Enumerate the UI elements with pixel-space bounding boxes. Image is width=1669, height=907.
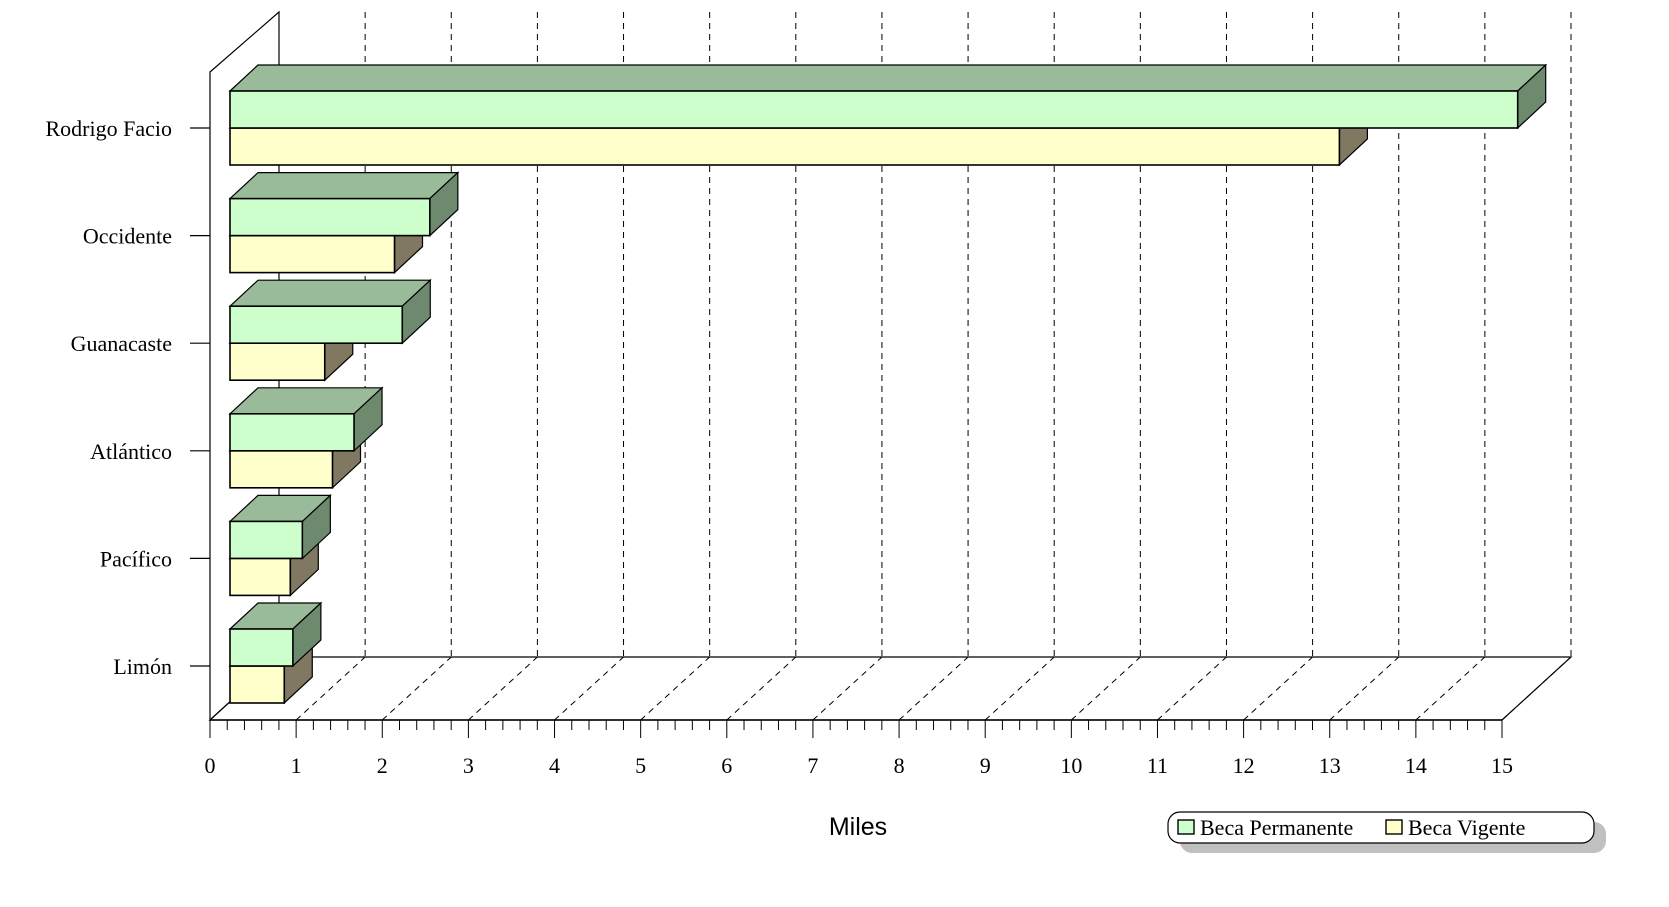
- x-tick-label: 0: [205, 753, 216, 778]
- bar-front-face: [229, 520, 304, 560]
- legend-swatch-beca-permanente: [1177, 819, 1195, 835]
- bar-front-face: [229, 628, 294, 667]
- bar-front-face: [229, 449, 334, 489]
- grid-line-floor: [1415, 656, 1486, 721]
- x-tick-label: 9: [980, 753, 991, 778]
- grid-line-floor: [468, 656, 538, 721]
- bars: [228, 63, 1548, 705]
- bar-front-face: [229, 197, 431, 237]
- back-wall: [279, 12, 1571, 657]
- bar-beca-permanente: [228, 494, 332, 560]
- legend-label: Beca Vigente: [1408, 815, 1525, 840]
- bar-beca-permanente: [228, 171, 460, 237]
- axes: [190, 127, 1503, 738]
- grid-line-floor: [1501, 656, 1572, 721]
- bar-beca-permanente: [228, 278, 432, 345]
- grid-line-floor: [381, 656, 452, 721]
- grid-line-floor: [984, 656, 1055, 721]
- x-tick-label: 13: [1319, 753, 1341, 778]
- bar-beca-permanente: [228, 601, 323, 668]
- category-label: Limón: [113, 654, 172, 679]
- bar-front-face: [229, 90, 1519, 129]
- x-tick-label: 3: [463, 753, 474, 778]
- legend-box: [1167, 811, 1595, 844]
- category-label: Occidente: [83, 224, 172, 249]
- category-label: Rodrigo Facio: [46, 116, 173, 141]
- x-tick-label: 11: [1147, 753, 1168, 778]
- grid-line-floor: [1243, 656, 1313, 721]
- bar-beca-permanente: [228, 386, 384, 453]
- floor: [208, 656, 1573, 721]
- legend: Beca Permanente Beca Vigente: [1167, 811, 1606, 853]
- bar-front-face: [229, 342, 326, 382]
- x-tick-label: 14: [1405, 753, 1427, 778]
- legend-swatch-beca-vigente: [1385, 819, 1403, 835]
- grid-line-floor: [554, 656, 624, 721]
- grid-line-floor: [295, 656, 366, 721]
- grid-lines: [209, 12, 1572, 721]
- bar-top-face: [228, 64, 1548, 92]
- bar-front-face: [229, 412, 355, 452]
- category-label: Pacífico: [100, 546, 172, 571]
- x-tick-label: 12: [1233, 753, 1255, 778]
- category-label: Atlántico: [90, 439, 172, 464]
- bar-front-face: [229, 557, 292, 597]
- x-tick-label: 15: [1491, 753, 1513, 778]
- x-tick-label: 5: [635, 753, 646, 778]
- legend-label: Beca Permanente: [1200, 815, 1353, 840]
- grid-line-floor: [812, 656, 883, 721]
- bar-top-face: [228, 172, 460, 200]
- x-tick-label: 7: [807, 753, 818, 778]
- x-tick-label: 6: [721, 753, 732, 778]
- bar-front-face: [229, 127, 1341, 166]
- chart-walls: [208, 10, 1573, 722]
- bar-front-face: [229, 665, 286, 704]
- bar-front-face: [229, 234, 396, 274]
- x-axis-label: Miles: [829, 813, 887, 841]
- x-tick-label: 4: [549, 753, 560, 778]
- bar-beca-permanente: [228, 63, 1548, 130]
- grid-line-floor: [640, 656, 711, 721]
- category-labels: Rodrigo Facio Occidente Guanacaste Atlántic…: [46, 116, 173, 679]
- x-tick-label: 10: [1060, 753, 1082, 778]
- grid-line-floor: [898, 656, 969, 721]
- category-label: Guanacaste: [71, 331, 172, 356]
- bar-front-face: [229, 305, 404, 345]
- grid-line-floor: [726, 656, 797, 721]
- grid-line-floor: [1070, 656, 1141, 721]
- grid-line-floor: [1157, 656, 1227, 721]
- grid-line-floor: [1329, 656, 1400, 721]
- bar-top-face: [228, 279, 432, 307]
- tick-labels: 0 1 2 3 4 5 6 7 8 9 10 11 12 13 14 15: [205, 753, 1514, 778]
- x-tick-label: 8: [894, 753, 905, 778]
- x-tick-label: 2: [377, 753, 388, 778]
- x-tick-label: 1: [291, 753, 302, 778]
